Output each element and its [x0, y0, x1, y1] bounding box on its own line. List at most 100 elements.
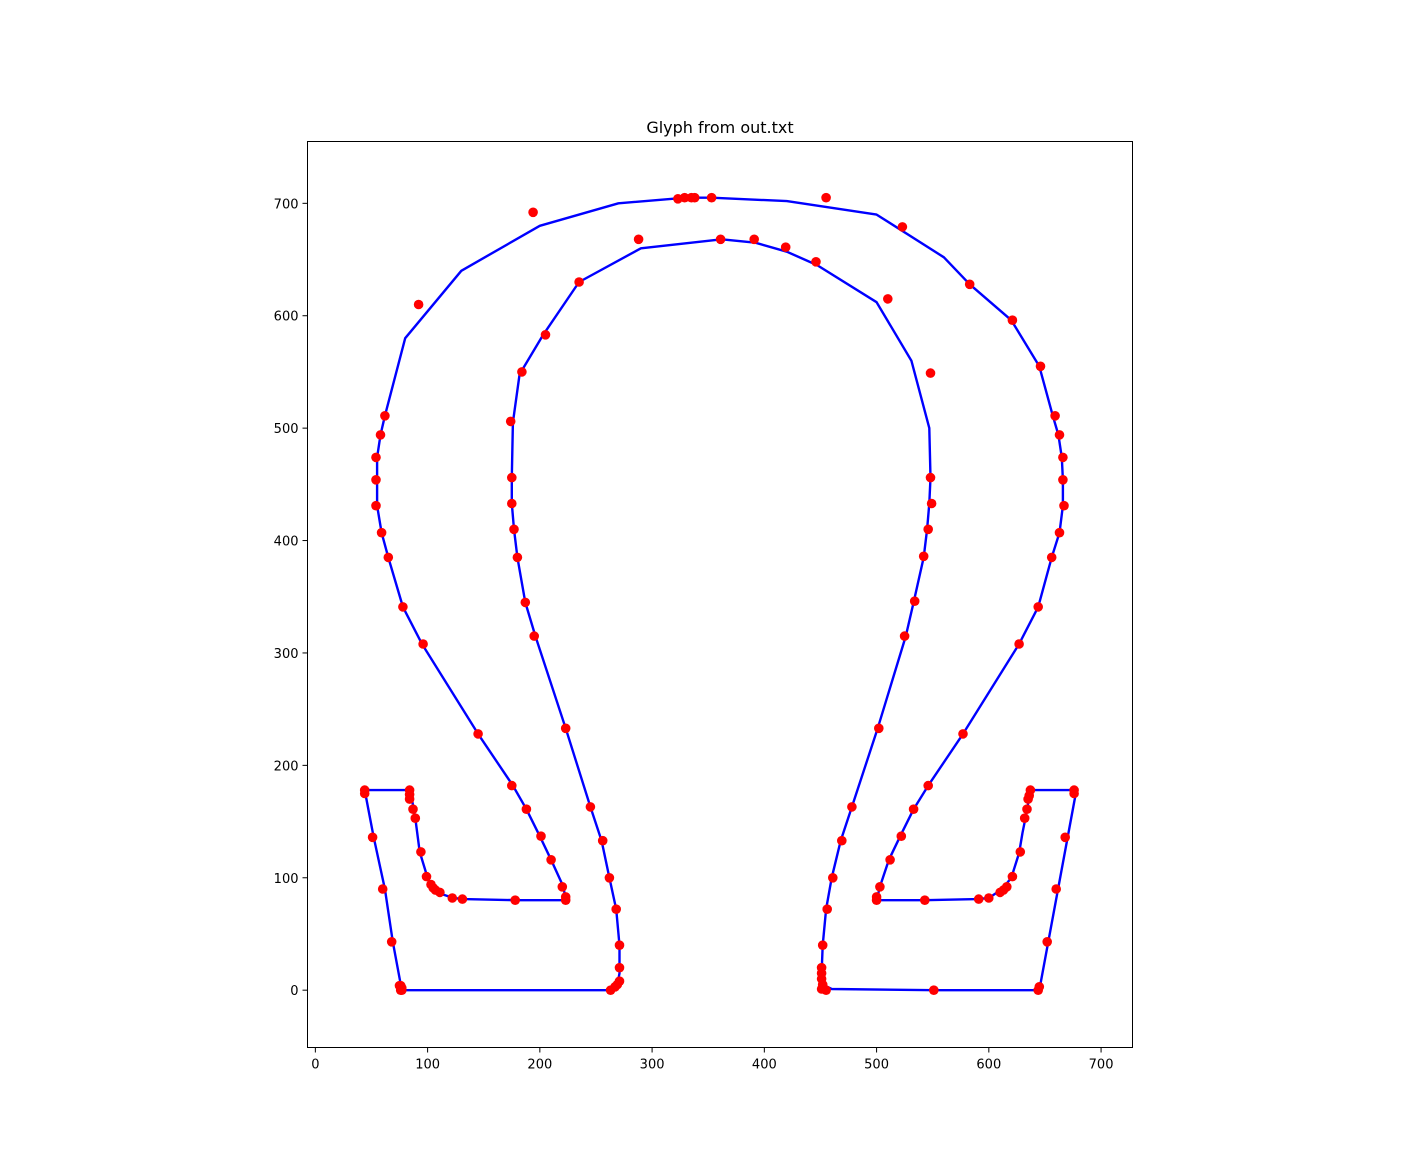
x-tick-label: 100: [415, 1058, 440, 1073]
control-point: [923, 524, 933, 535]
glyph-outline-line: [363, 196, 1078, 992]
control-point: [918, 551, 929, 562]
control-point: [706, 192, 717, 203]
control-point: [1035, 361, 1046, 372]
control-point: [585, 802, 596, 812]
control-point: [375, 430, 386, 440]
control-point: [1042, 937, 1052, 947]
control-point: [883, 294, 893, 304]
control-point: [897, 222, 908, 232]
control-point: [1050, 411, 1060, 421]
control-point: [410, 813, 421, 823]
control-point: [540, 330, 551, 340]
control-point: [507, 498, 517, 509]
control-point: [908, 804, 919, 814]
control-point: [909, 596, 920, 606]
control-point: [371, 500, 381, 511]
plot-area: 0 100 200 300 400 500 600 700 0 100 200 300 400 500 6…: [274, 141, 1133, 1073]
y-tick-label: 600: [274, 310, 299, 325]
control-point: [817, 940, 828, 950]
control-point: [560, 895, 571, 905]
control-point: [1019, 813, 1030, 823]
control-point: [926, 498, 937, 509]
control-point: [929, 985, 939, 995]
control-point: [509, 524, 519, 535]
control-point: [376, 527, 387, 538]
control-point: [1015, 847, 1026, 857]
control-point: [1059, 500, 1069, 511]
control-point: [447, 893, 458, 903]
control-point: [973, 894, 984, 904]
control-point: [633, 234, 644, 245]
control-point: [673, 194, 683, 204]
y-tick-label: 0: [290, 984, 298, 999]
control-point: [1051, 884, 1061, 894]
control-point: [925, 368, 936, 378]
control-point: [920, 895, 930, 905]
y-tick-label: 500: [274, 422, 299, 437]
control-point: [821, 985, 831, 995]
control-point: [386, 937, 397, 947]
control-point: [875, 882, 885, 892]
control-point: [413, 299, 424, 310]
control-point: [521, 804, 532, 814]
control-point: [871, 892, 882, 902]
control-point: [536, 831, 546, 841]
control-point: [408, 804, 418, 814]
axes-frame: [307, 141, 1133, 1048]
control-point: [984, 893, 994, 903]
control-point: [749, 234, 759, 245]
control-point: [1054, 430, 1065, 440]
y-axis-ticks: 0 100 200 300 400 500 600 700: [274, 197, 308, 999]
control-point: [517, 367, 527, 377]
control-point: [426, 879, 436, 890]
control-point: [822, 904, 832, 914]
control-point: [1034, 982, 1045, 992]
control-point: [1058, 452, 1068, 463]
control-point: [614, 962, 625, 973]
control-point: [512, 552, 523, 563]
control-point: [560, 723, 571, 734]
control-point: [1007, 315, 1018, 326]
control-point: [359, 788, 370, 799]
control-point: [780, 242, 791, 252]
control-point: [1069, 785, 1079, 795]
y-tick-label: 100: [274, 872, 299, 887]
y-tick-label: 300: [274, 647, 299, 662]
control-point: [828, 873, 838, 883]
control-point: [611, 904, 621, 914]
control-point: [416, 847, 426, 857]
control-point: [1058, 475, 1068, 485]
control-point: [505, 416, 516, 427]
control-point: [520, 597, 531, 608]
control-point: [896, 831, 907, 841]
control-point: [964, 279, 975, 290]
control-point: [614, 940, 625, 950]
control-point: [507, 472, 517, 483]
x-axis-ticks: 0 100 200 300 400 500 600 700: [311, 1047, 1114, 1073]
control-point: [923, 780, 933, 791]
x-tick-label: 700: [1089, 1058, 1114, 1073]
control-point: [1054, 527, 1065, 538]
control-point: [404, 785, 415, 795]
control-point: [715, 234, 726, 245]
control-point: [421, 871, 432, 882]
control-point: [1022, 804, 1032, 814]
control-point: [874, 723, 884, 734]
data-layer: [359, 192, 1079, 995]
control-point: [1007, 871, 1018, 882]
x-tick-label: 400: [752, 1058, 777, 1073]
control-point: [383, 552, 394, 563]
control-point: [507, 780, 517, 791]
control-point: [380, 411, 390, 421]
x-tick-label: 0: [311, 1058, 319, 1073]
control-point: [1014, 639, 1024, 649]
control-point: [925, 472, 936, 483]
control-point: [885, 855, 895, 865]
control-point: [529, 631, 539, 641]
control-point: [899, 631, 910, 641]
control-point: [528, 207, 538, 218]
control-point: [1023, 794, 1033, 804]
control-point: [995, 887, 1005, 898]
control-point: [371, 452, 381, 463]
